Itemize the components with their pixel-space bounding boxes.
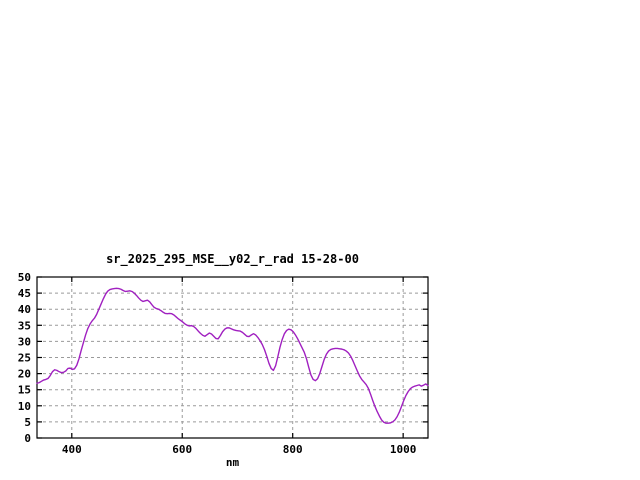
chart-title: sr_2025_295_MSE__y02_r_rad 15-28-00 (106, 252, 359, 267)
grid-lines (37, 277, 428, 438)
x-tick-label: 800 (283, 443, 303, 456)
x-tick-label: 1000 (390, 443, 417, 456)
x-axis-tick-labels: 400 600 800 1000 (62, 443, 417, 456)
y-tick-label: 30 (18, 335, 31, 348)
y-tick-label: 40 (18, 303, 31, 316)
x-axis-label: nm (226, 456, 240, 469)
x-tick-label: 400 (62, 443, 82, 456)
y-tick-label: 35 (18, 319, 31, 332)
y-tick-label: 20 (18, 368, 31, 381)
y-tick-label: 15 (18, 384, 31, 397)
axis-ticks (37, 276, 428, 439)
y-tick-label: 45 (18, 287, 31, 300)
y-tick-label: 10 (18, 400, 31, 413)
x-tick-label: 600 (172, 443, 192, 456)
y-tick-label: 5 (24, 416, 31, 429)
radiance-series-line (36, 287, 429, 424)
y-tick-label: 50 (18, 271, 31, 284)
y-tick-label: 25 (18, 352, 31, 365)
y-tick-label: 0 (24, 432, 31, 445)
y-axis-tick-labels: 0 5 10 15 20 25 30 35 40 45 50 (18, 271, 31, 445)
